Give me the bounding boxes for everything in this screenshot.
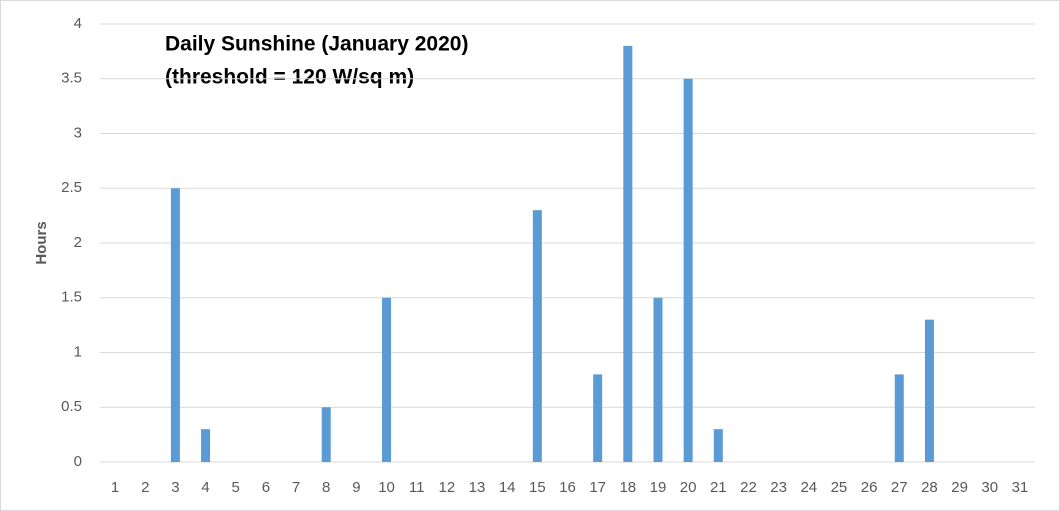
bar [894,374,904,462]
x-tick-label: 20 [680,479,697,496]
x-tick-label: 4 [201,479,209,496]
x-tick-label: 23 [770,479,787,496]
x-tick-label: 7 [292,479,300,496]
x-tick-label: 1 [111,479,119,496]
chart-subtitle: (threshold = 120 W/sq m) [165,66,414,89]
y-axis-label: Hours [33,221,50,264]
x-tick-label: 28 [921,479,938,496]
y-tick-label: 1 [74,343,82,360]
bar [201,429,211,462]
x-tick-label: 14 [499,479,516,496]
x-tick-label: 8 [322,479,330,496]
x-tick-label: 29 [951,479,968,496]
x-tick-label: 9 [352,479,360,496]
x-tick-label: 19 [650,479,667,496]
bar [924,319,934,462]
x-tick-label: 10 [378,479,395,496]
x-tick-label: 27 [891,479,908,496]
x-tick-label: 26 [861,479,878,496]
y-tick-label: 2 [74,234,82,251]
x-tick-label: 22 [740,479,757,496]
x-tick-label: 12 [439,479,456,496]
bar [321,407,331,462]
x-tick-label: 21 [710,479,727,496]
x-tick-label: 31 [1012,479,1029,496]
x-tick-label: 18 [619,479,636,496]
y-tick-label: 0 [74,453,82,470]
x-tick-label: 15 [529,479,546,496]
bar [713,429,723,462]
bar [653,297,663,462]
x-tick-label: 16 [559,479,576,496]
bar [683,78,693,462]
x-tick-label: 11 [409,479,425,496]
x-tick-label: 2 [141,479,149,496]
bar [170,188,180,462]
x-tick-label: 25 [831,479,848,496]
y-tick-label: 3 [74,124,82,141]
x-tick-label: 24 [800,479,817,496]
y-tick-label: 0.5 [61,398,82,415]
y-tick-label: 1.5 [61,289,82,306]
y-tick-label: 4 [74,15,82,32]
bar [382,297,392,462]
x-tick-label: 3 [171,479,179,496]
x-tick-label: 13 [469,479,486,496]
x-tick-label: 17 [589,479,606,496]
bar [593,374,603,462]
bar [532,210,542,462]
y-tick-label: 2.5 [61,179,82,196]
x-tick-label: 6 [262,479,270,496]
y-tick-label: 3.5 [61,70,82,87]
chart-title: Daily Sunshine (January 2020) [165,33,468,56]
bar [623,45,633,463]
x-tick-label: 30 [981,479,998,496]
x-tick-label: 5 [232,479,240,496]
